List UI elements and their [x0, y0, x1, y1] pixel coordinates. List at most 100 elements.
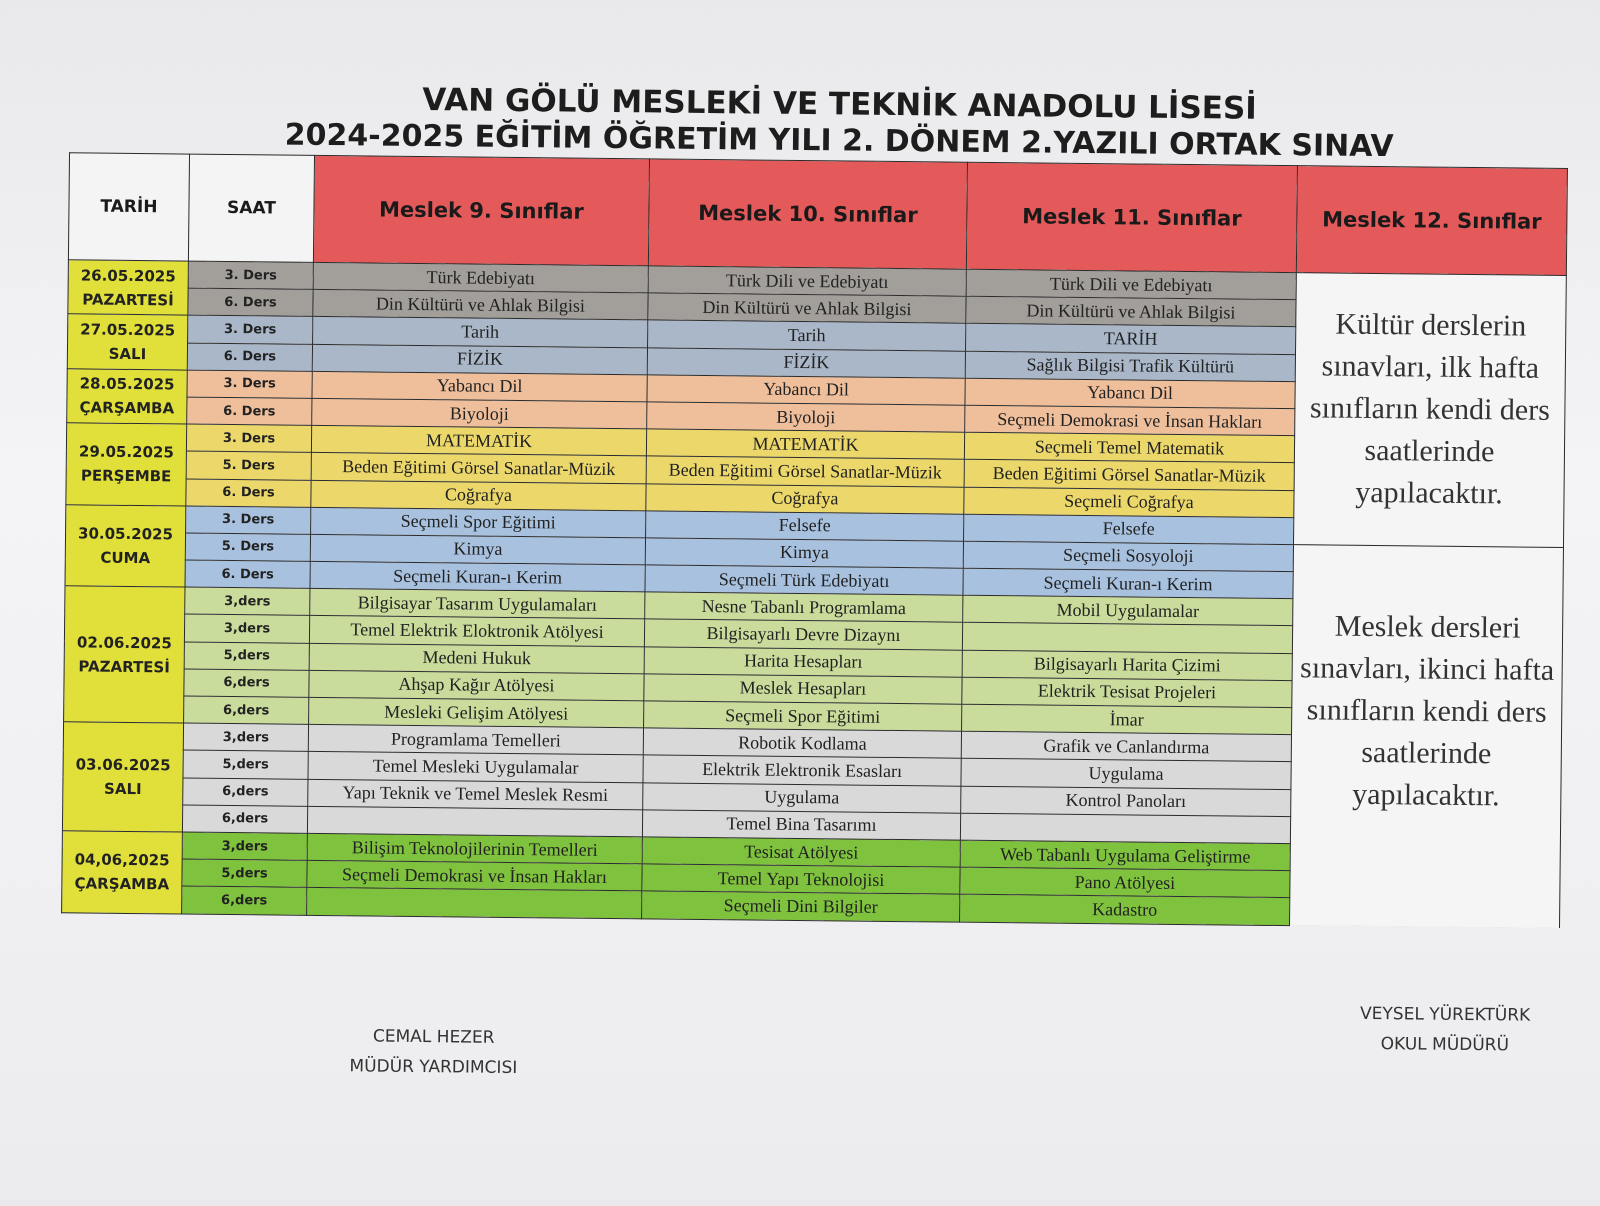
header-saat: SAAT: [188, 154, 315, 263]
subject-cell-9: Programlama Temelleri: [308, 724, 644, 756]
signature-assistant-principal: CEMAL HEZER MÜDÜR YARDIMCISI: [349, 1021, 517, 1083]
subject-cell-11: Beden Eğitimi Görsel Sanatlar-Müzik: [964, 459, 1295, 491]
period-cell: 6,ders: [183, 668, 310, 698]
date-cell: 30.05.2025 CUMA: [64, 504, 186, 588]
subject-cell-9: Biyoloji: [311, 398, 647, 429]
period-cell: 3,ders: [184, 614, 310, 643]
period-cell: 6. Ders: [185, 478, 312, 508]
exam-day: SALI: [103, 779, 142, 799]
subject-cell-9: Yabancı Dil: [311, 371, 648, 402]
subject-cell-9: Temel Elektrik Eloktronik Atölyesi: [309, 615, 645, 647]
subject-cell-11: Türk Dili ve Edebiyatı: [966, 269, 1297, 300]
period-cell: 6,ders: [183, 696, 309, 725]
period-cell: 6. Ders: [184, 560, 311, 589]
assistant-principal-role: MÜDÜR YARDIMCISI: [349, 1056, 518, 1079]
subject-cell-9: Ahşap Kağır Atölyesi: [308, 670, 645, 701]
subject-cell-9: [306, 887, 642, 919]
subject-cell-11: Yabancı Dil: [964, 377, 1296, 409]
exam-date: 26.05.2025: [80, 266, 176, 286]
subject-cell-10: MATEMATİK: [646, 428, 965, 460]
subject-cell-10: Bilgisayarlı Devre Dizaynı: [644, 619, 963, 650]
date-cell: 02.06.2025 PAZARTESİ: [63, 586, 185, 724]
header-grade-10: Meslek 10. Sınıflar: [648, 158, 968, 270]
subject-cell-10: Temel Bina Tasarımı: [642, 809, 961, 841]
period-cell: 3,ders: [184, 587, 310, 616]
exam-date: 03.06.2025: [75, 755, 171, 775]
header-grade-11: Meslek 11. Sınıflar: [966, 162, 1298, 273]
period-cell: 5. Ders: [186, 451, 312, 480]
subject-cell-11: Kontrol Panoları: [960, 785, 1291, 817]
subject-cell-11: Seçmeli Temel Matematik: [964, 432, 1295, 463]
subject-cell-10: Yabancı Dil: [646, 374, 966, 406]
subject-cell-9: Temel Mesleki Uygulamalar: [307, 751, 644, 783]
exam-day: PERŞEMBE: [80, 466, 172, 486]
subject-cell-10: Din Kültürü ve Ahlak Bilgisi: [647, 293, 967, 324]
period-cell: 6. Ders: [186, 396, 312, 426]
date-cell: 04,06,2025 ÇARŞAMBA: [61, 830, 183, 914]
subject-cell-10: Harita Hesapları: [644, 646, 963, 678]
subject-cell-9: Bilgisayar Tasarım Uygulamaları: [309, 588, 645, 620]
period-cell: 3,ders: [182, 831, 308, 861]
exam-schedule-table: TARİH SAAT Meslek 9. Sınıflar Meslek 10.…: [61, 152, 1568, 928]
subject-cell-9: Mesleki Gelişim Atölyesi: [308, 697, 644, 729]
subject-cell-9: Din Kültürü ve Ahlak Bilgisi: [312, 289, 649, 321]
subject-cell-11: Pano Atölyesi: [959, 867, 1291, 898]
subject-cell-11: Seçmeli Coğrafya: [963, 486, 1295, 518]
period-cell: 6,ders: [181, 886, 307, 915]
subject-cell-10: Coğrafya: [645, 483, 965, 514]
subject-cell-10: Kimya: [645, 537, 964, 569]
subject-cell-11: Bilgisayarlı Harita Çizimi: [962, 649, 1293, 681]
subject-cell-10: Seçmeli Dini Bilgiler: [641, 891, 960, 922]
period-cell: 6. Ders: [187, 288, 314, 317]
header-grade-9: Meslek 9. Sınıflar: [313, 155, 650, 266]
subject-cell-10: Seçmeli Spor Eğitimi: [643, 700, 962, 732]
principal-role: OKUL MÜDÜRÜ: [1380, 1034, 1510, 1056]
subject-cell-9: Seçmeli Spor Eğitimi: [310, 507, 646, 538]
subject-cell-10: Elektrik Elektronik Esasları: [642, 755, 962, 786]
subject-cell-11: Web Tabanlı Uygulama Geliştirme: [960, 840, 1291, 871]
exam-date: 27.05.2025: [80, 320, 176, 340]
header-grade-12: Meslek 12. Sınıflar: [1296, 165, 1568, 276]
subject-cell-9: Seçmeli Kuran-ı Kerim: [309, 561, 646, 593]
exam-day: CUMA: [100, 548, 151, 568]
subject-cell-9: Kimya: [310, 534, 646, 565]
header-row: TARİH SAAT Meslek 9. Sınıflar Meslek 10.…: [68, 152, 1568, 276]
subject-cell-10: Nesne Tabanlı Programlama: [644, 592, 963, 623]
exam-day: ÇARŞAMBA: [74, 874, 170, 894]
subject-cell-10: Meslek Hesapları: [643, 673, 963, 705]
subject-cell-9: Yapı Teknik ve Temel Meslek Resmi: [307, 778, 643, 810]
subject-cell-10: FİZİK: [647, 347, 966, 378]
date-cell: 29.05.2025 PERŞEMBE: [65, 422, 187, 506]
subject-cell-9: FİZİK: [312, 343, 648, 375]
date-cell: 27.05.2025 SALI: [67, 314, 188, 370]
subject-cell-11: Grafik ve Canlandırma: [961, 731, 1292, 763]
subject-cell-11: [960, 812, 1291, 844]
subject-cell-9: Tarih: [312, 316, 648, 348]
subject-cell-11: Seçmeli Demokrasi ve İnsan Hakları: [964, 405, 1295, 436]
subject-cell-11: Kadastro: [959, 894, 1290, 926]
subject-cell-9: Seçmeli Demokrasi ve İnsan Hakları: [306, 860, 643, 892]
date-cell: 28.05.2025 ÇARŞAMBA: [66, 368, 188, 425]
period-cell: 5. Ders: [185, 532, 311, 562]
exam-day: SALI: [108, 344, 147, 364]
period-cell: 3. Ders: [186, 424, 312, 453]
subject-cell-11: Seçmeli Kuran-ı Kerim: [962, 568, 1294, 599]
subject-cell-11: Felsefe: [963, 513, 1294, 545]
assistant-principal-name: CEMAL HEZER: [372, 1026, 495, 1048]
exam-date: 30.05.2025: [77, 524, 174, 544]
subject-cell-10: Türk Dili ve Edebiyatı: [648, 265, 967, 297]
subject-cell-10: Beden Eğitimi Görsel Sanatlar-Müzik: [646, 456, 965, 487]
subject-cell-10: Tesisat Atölyesi: [642, 836, 961, 868]
subject-cell-11: TARİH: [965, 323, 1296, 355]
subject-cell-11: İmar: [961, 704, 1292, 735]
subject-cell-9: Bilişim Teknolojilerinin Temelleri: [307, 833, 643, 864]
period-cell: 6,ders: [182, 777, 308, 807]
subject-cell-10: Robotik Kodlama: [643, 728, 962, 759]
subject-cell-11: Uygulama: [960, 758, 1292, 790]
note-meslek: Meslek dersleri sınavları, ikinci hafta …: [1289, 544, 1564, 928]
period-cell: 5,ders: [181, 859, 308, 888]
subject-cell-10: Biyoloji: [646, 401, 965, 433]
period-cell: 5,ders: [184, 641, 310, 671]
exam-date: 29.05.2025: [78, 442, 174, 462]
exam-date: 02.06.2025: [76, 633, 172, 653]
